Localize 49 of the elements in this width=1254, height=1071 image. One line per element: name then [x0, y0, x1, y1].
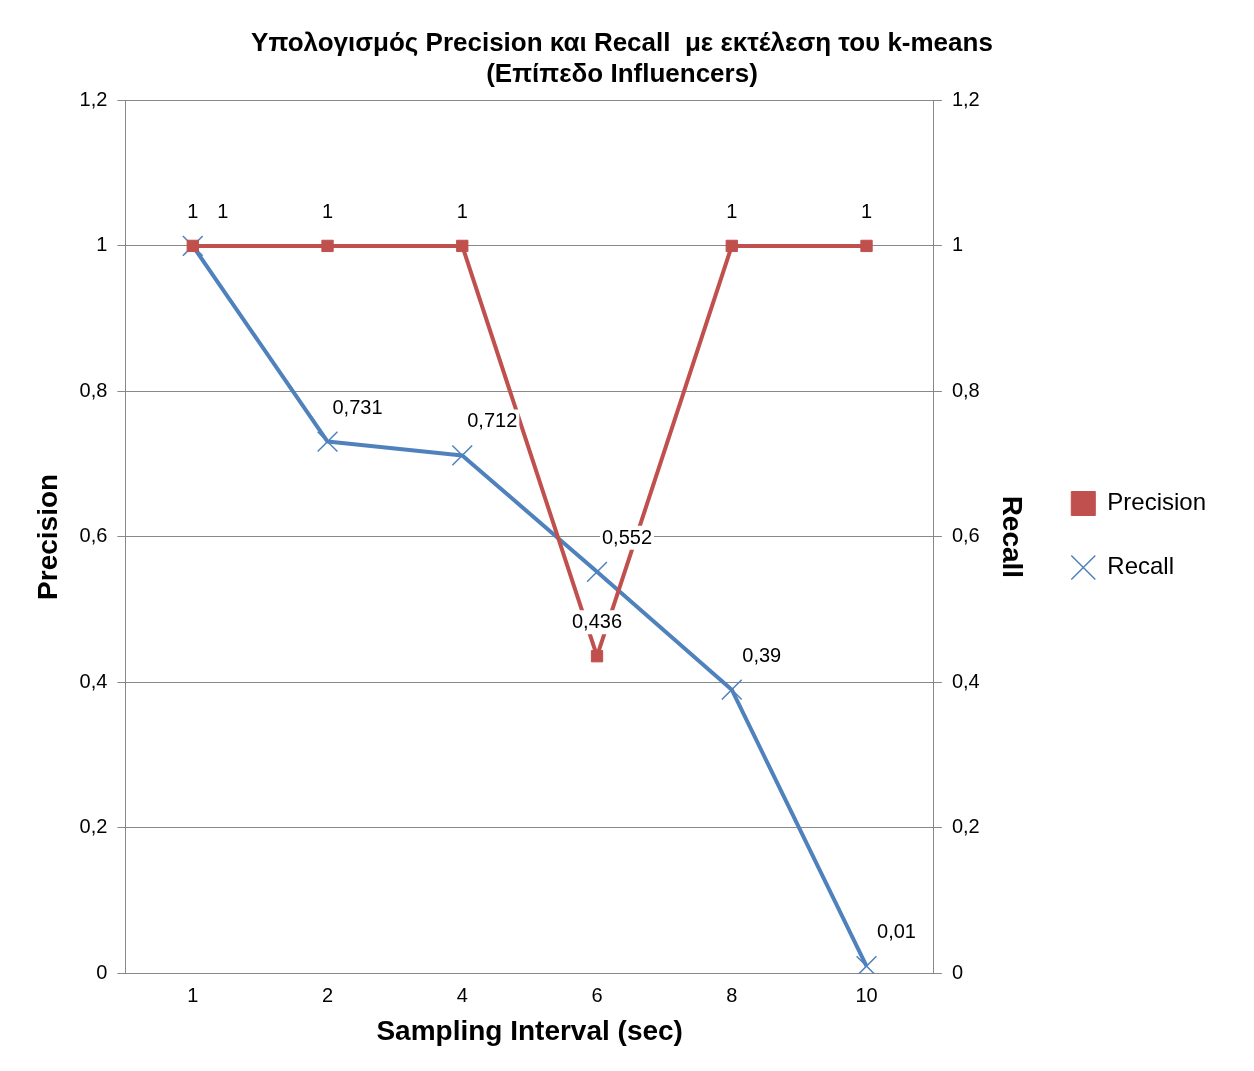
data-label: 0,436: [571, 610, 623, 633]
y2-tick-label: 1: [951, 233, 964, 256]
x-axis-title: Sampling Interval (sec): [376, 1014, 683, 1046]
point: [182, 235, 204, 257]
y2-tick-label: 0,2: [951, 815, 980, 838]
y2-tick-label: 0: [951, 960, 964, 983]
y2-tick-label: 0,6: [951, 524, 980, 547]
legend-label: Recall: [1107, 552, 1174, 580]
y-tick-label: 1: [96, 233, 108, 256]
y-tick-label: 0,8: [79, 378, 108, 401]
point: [590, 650, 604, 663]
data-label: 0,01: [877, 920, 916, 943]
data-label: 1: [860, 199, 873, 222]
data-label: 0,552: [601, 525, 653, 548]
y2-axis-title: Recall: [996, 495, 1028, 579]
data-label: 0,731: [332, 395, 383, 418]
y-tick-label: 0,6: [79, 524, 108, 547]
data-label: 1: [187, 199, 199, 222]
legend-label: Precision: [1107, 488, 1207, 516]
data-label: 0,712: [467, 409, 518, 432]
y-tick-label: 1,2: [79, 87, 108, 110]
y2-tick-label: 1,2: [951, 87, 980, 110]
data-label: 1: [321, 199, 334, 222]
data-label: 1: [456, 199, 468, 222]
point: [855, 955, 878, 974]
y2-tick-label: 0,8: [951, 378, 980, 401]
point: [456, 239, 469, 253]
y2-tick-label: 0,4: [951, 669, 980, 692]
point: [725, 239, 738, 253]
x-tick-label: 6: [591, 983, 603, 1006]
x-tick-label: 10: [855, 983, 878, 1006]
y-tick-label: 0,2: [79, 815, 108, 838]
x-tick-label: 2: [321, 983, 334, 1006]
point: [316, 430, 339, 453]
y-axis-title: Precision: [31, 473, 63, 600]
x-tick-label: 4: [456, 983, 468, 1006]
data-label: 0,39: [742, 643, 782, 666]
chart-title: Υπολογισμός Precision και Recall με εκτέλεση του k-means (Επίπεδο Influencers): [251, 26, 993, 88]
point: [860, 239, 873, 253]
x-tick-label: 1: [187, 983, 199, 1006]
data-label: 1: [726, 199, 738, 222]
point: [721, 679, 743, 701]
y-tick-label: 0: [96, 960, 108, 983]
y-tick-label: 0,4: [79, 669, 108, 692]
point: [451, 444, 473, 467]
data-label: 1: [217, 199, 229, 222]
point: [186, 239, 199, 253]
x-tick-label: 8: [726, 983, 738, 1006]
point: [321, 239, 334, 253]
